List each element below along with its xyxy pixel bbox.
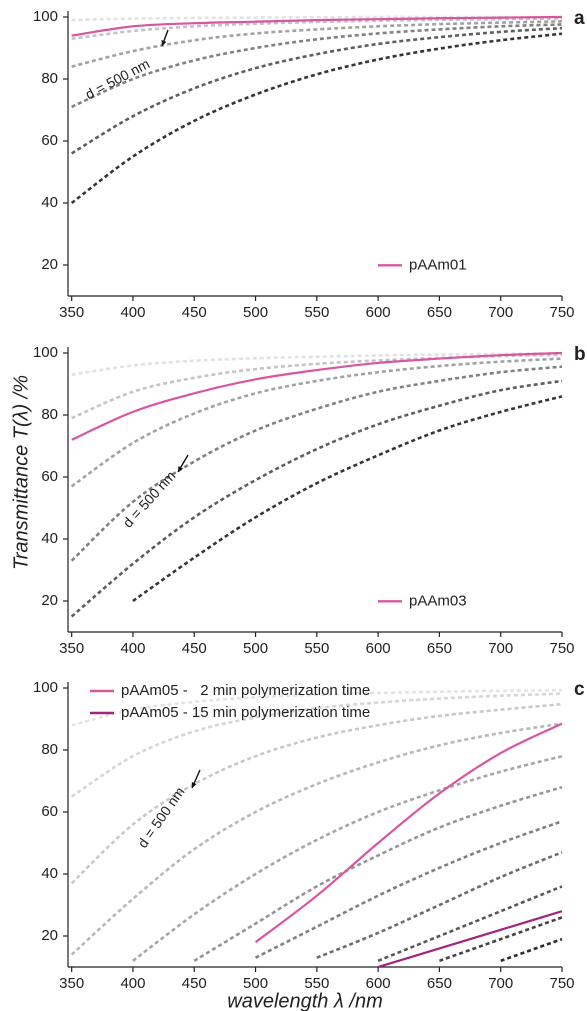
y-tick-label: 20 [41,256,58,273]
dashed-line [71,20,563,68]
x-tick-label: 700 [488,304,513,321]
data-line [71,15,563,37]
y-tick-label: 80 [41,741,58,758]
dashed-line [70,722,563,956]
x-tick-label: 450 [182,640,207,657]
panel-letter: c [574,679,585,700]
x-tick-label: 750 [549,975,574,992]
dashed-line [254,820,563,959]
plot-area [70,688,563,967]
arrow-head [191,782,197,788]
x-tick-label: 550 [304,975,329,992]
panel-letter: a [574,8,585,29]
dashed-line [377,885,563,963]
dashed-line [438,916,563,963]
x-tick-label: 600 [366,975,391,992]
dashed-line [71,352,563,376]
y-tick-label: 40 [41,530,58,547]
y-tick-label: 100 [33,679,58,696]
x-tick-label: 600 [366,640,391,657]
y-tick-label: 100 [33,344,58,361]
legend-label: pAAm03 [409,592,467,609]
dashed-line [316,851,563,959]
y-tick-label: 40 [41,865,58,882]
x-tick-label: 700 [488,640,513,657]
data-line [377,910,563,967]
x-tick-label: 650 [427,640,452,657]
x-tick-label: 750 [549,304,574,321]
dashed-line [71,15,562,22]
y-axis-label: Transmittance T(λ) /% [10,375,32,570]
x-tick-label: 500 [243,304,268,321]
x-tick-label: 600 [366,304,391,321]
x-tick-label: 350 [59,304,84,321]
dashed-line [70,702,563,885]
y-tick-label: 100 [33,8,58,25]
dashed-line [71,353,563,420]
x-tick-label: 400 [120,304,145,321]
plot-area [70,15,563,205]
y-tick-label: 60 [41,803,58,820]
dashed-line [70,357,563,488]
plot-area [70,351,563,618]
arrow-head [161,40,167,46]
y-tick-label: 80 [41,406,58,423]
dashed-line [193,785,563,962]
dashed-line [500,937,563,963]
data-line [71,351,563,441]
y-tick-label: 20 [41,592,58,609]
dashed-line [71,688,563,727]
legend-label: pAAm05 - 2 min polymerization time [121,682,370,699]
dashed-line [70,379,563,618]
y-tick-label: 80 [41,70,58,87]
y-tick-label: 40 [41,194,58,211]
dashed-line [70,32,563,205]
x-axis-label: wavelength λ /nm [227,990,382,1011]
x-tick-label: 450 [182,975,207,992]
legend-label: pAAm05 - 15 min polymerization time [121,704,370,721]
x-tick-label: 650 [427,975,452,992]
dashed-line [71,23,563,109]
x-tick-label: 650 [427,304,452,321]
data-line [254,722,563,944]
legend-label: pAAm01 [409,256,467,273]
annotation: d = 500 nm [134,784,188,851]
x-tick-label: 700 [488,975,513,992]
y-tick-label: 20 [41,927,58,944]
annotation: d = 500 nm [83,55,153,102]
dashed-line [132,395,563,603]
x-tick-label: 350 [59,640,84,657]
x-tick-label: 500 [243,975,268,992]
x-tick-label: 750 [549,640,574,657]
x-tick-label: 400 [120,640,145,657]
dashed-line [71,26,563,155]
y-tick-label: 60 [41,468,58,485]
x-tick-label: 500 [243,640,268,657]
y-tick-label: 60 [41,132,58,149]
x-tick-label: 350 [59,975,84,992]
x-tick-label: 550 [304,640,329,657]
x-tick-label: 550 [304,304,329,321]
dashed-line [70,365,563,562]
x-tick-label: 450 [182,304,207,321]
panel-letter: b [574,344,586,365]
dashed-line [71,17,563,40]
arrow-head [178,466,183,472]
x-tick-label: 400 [120,975,145,992]
dashed-line [70,692,563,798]
annotation: d = 500 nm [120,468,179,531]
